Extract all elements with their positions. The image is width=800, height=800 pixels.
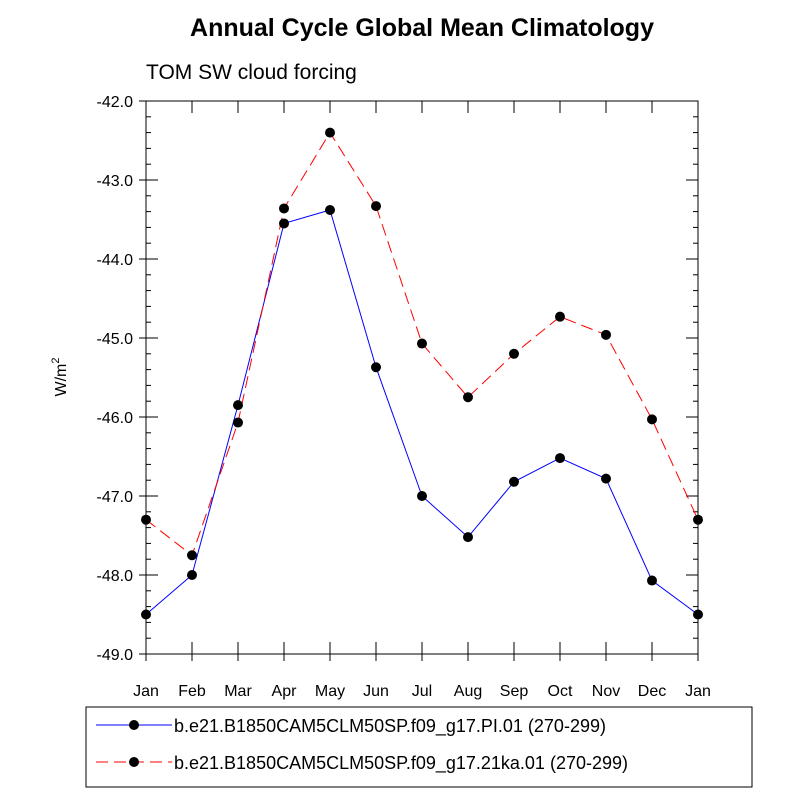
x-tick-label: Jun <box>363 683 389 700</box>
y-tick-label: -47.0 <box>97 489 134 506</box>
series-2-point <box>371 201 381 212</box>
series-2-point <box>417 338 427 349</box>
y-tick-label: -48.0 <box>97 568 134 585</box>
series-2-point <box>233 417 243 428</box>
legend: b.e21.B1850CAM5CLM50SP.f09_g17.PI.01 (27… <box>85 706 753 788</box>
x-tick-label: Jan <box>133 683 159 700</box>
y-tick-label: -43.0 <box>97 173 134 190</box>
series-1-point <box>279 218 289 229</box>
x-tick-label: Nov <box>592 683 620 700</box>
x-tick-label: May <box>315 683 345 700</box>
chart-title: Annual Cycle Global Mean Climatology <box>190 14 654 42</box>
series-2-point <box>555 311 565 322</box>
y-tick-label: -46.0 <box>97 410 134 427</box>
legend-marker-1 <box>129 720 139 730</box>
x-tick-label: Jul <box>412 683 432 700</box>
series-2-point <box>601 329 611 340</box>
series-2-point <box>647 414 657 425</box>
series-1-point <box>509 476 519 487</box>
y-axis-label: W/m2 <box>50 358 70 397</box>
y-tick-label: -42.0 <box>97 94 134 111</box>
series-2-point <box>509 348 519 359</box>
y-tick-label: -49.0 <box>97 647 134 664</box>
series-1-point <box>693 609 703 620</box>
y-axis-unit: W/m <box>53 364 70 397</box>
x-tick-label: Dec <box>638 683 666 700</box>
legend-label-2: b.e21.B1850CAM5CLM50SP.f09_g17.21ka.01 (… <box>174 753 628 774</box>
series-2-point <box>325 127 335 138</box>
series-1-point <box>141 609 151 620</box>
series-layer <box>141 127 703 620</box>
series-1-point <box>463 532 473 543</box>
legend-marker-2 <box>129 757 139 767</box>
series-1-point <box>371 362 381 373</box>
series-2-point <box>463 392 473 403</box>
x-tick-label: Aug <box>454 683 482 700</box>
y-axis-title: W/m2 <box>50 358 70 397</box>
series-1-point <box>417 491 427 501</box>
series-1-point <box>647 575 657 586</box>
x-tick-label: Apr <box>272 683 298 700</box>
series-2-point <box>141 514 151 525</box>
x-tick-label: Mar <box>224 683 252 700</box>
series-1-point <box>325 205 335 216</box>
x-tick-label: Feb <box>178 683 206 700</box>
x-ticks: Jan Feb Mar Apr May Jun Jul Aug Sep Oct Nov Dec Jan <box>133 101 711 700</box>
chart-subtitle: TOM SW cloud forcing <box>146 61 357 84</box>
legend-label-1: b.e21.B1850CAM5CLM50SP.f09_g17.PI.01 (27… <box>174 716 606 737</box>
y-major-ticks: -42.0 -43.0 -44.0 -45.0 -46.0 -47.0 -48.0 -49.0 <box>97 94 698 664</box>
x-tick-label: Jan <box>685 683 711 700</box>
plot-frame <box>145 100 699 655</box>
y-axis-unit-superscript: 2 <box>50 358 62 364</box>
y-tick-label: -45.0 <box>97 331 134 348</box>
series-1-point <box>187 570 197 580</box>
y-minor-ticks <box>146 100 698 655</box>
y-tick-label: -44.0 <box>97 252 134 269</box>
series-1-point <box>601 473 611 484</box>
series-2-point <box>693 514 703 525</box>
series-2-point <box>187 550 197 561</box>
series-1-point <box>555 453 565 464</box>
series-line-1 <box>145 209 699 615</box>
x-tick-label: Oct <box>548 683 573 700</box>
series-1-point <box>233 400 243 411</box>
series-2-point <box>279 203 289 214</box>
legend-box <box>85 706 753 788</box>
x-tick-label: Sep <box>500 683 529 700</box>
